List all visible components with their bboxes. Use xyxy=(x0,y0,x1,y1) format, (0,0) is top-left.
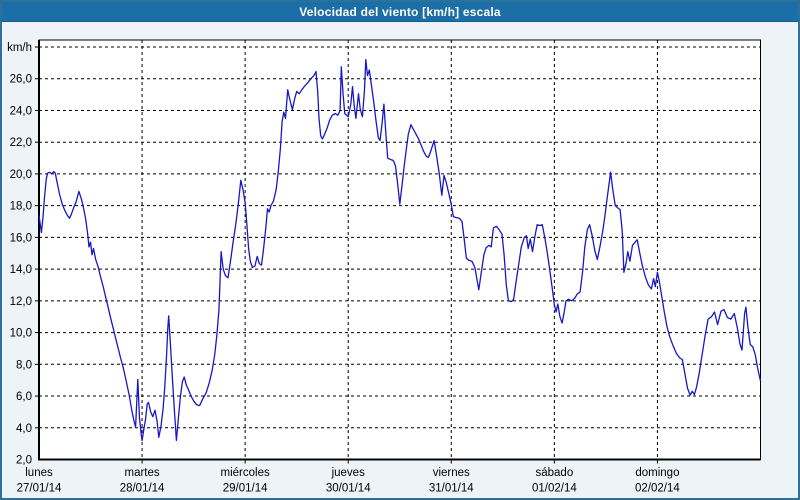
y-tick-label: 18,0 xyxy=(10,201,32,213)
y-tick-label: 2,0 xyxy=(16,455,32,467)
x-date-label: 31/01/14 xyxy=(429,483,474,495)
y-tick-label: 26,0 xyxy=(10,74,32,86)
x-date-label: 28/01/14 xyxy=(120,483,165,495)
chart-title-bar: Velocidad del viento [km/h] escala xyxy=(2,2,798,22)
chart-title: Velocidad del viento [km/h] escala xyxy=(299,5,501,19)
y-tick-label: 8,0 xyxy=(16,359,32,371)
x-day-label: sábado xyxy=(535,467,573,479)
y-tick-label: 20,0 xyxy=(10,169,32,181)
y-tick-label: 6,0 xyxy=(16,391,32,403)
y-axis-unit-label: km/h xyxy=(7,42,32,54)
x-day-label: lunes xyxy=(25,467,53,479)
x-date-label: 02/02/14 xyxy=(635,483,680,495)
y-tick-label: 24,0 xyxy=(10,105,32,117)
y-tick-label: 22,0 xyxy=(10,137,32,149)
y-tick-label: 16,0 xyxy=(10,232,32,244)
x-date-label: 29/01/14 xyxy=(223,483,268,495)
y-axis-labels: 2,0 4,0 6,0 8,0 10,0 12,0 14,0 16,0 18,0 20,0 22,0… xyxy=(7,42,32,467)
plot-background xyxy=(39,40,761,460)
wind-speed-line-chart: 2,0 4,0 6,0 8,0 10,0 12,0 14,0 16,0 18,0 20,0 22,0… xyxy=(7,39,762,495)
gridlines xyxy=(39,40,761,460)
x-day-label: domingo xyxy=(635,467,679,479)
y-tick-label: 4,0 xyxy=(16,423,32,435)
y-tick-label: 10,0 xyxy=(10,328,32,340)
x-day-label: viernes xyxy=(433,467,470,479)
y-tick-label: 12,0 xyxy=(10,296,32,308)
x-date-label: 30/01/14 xyxy=(326,483,371,495)
x-date-label: 01/02/14 xyxy=(532,483,577,495)
x-day-label: martes xyxy=(124,467,159,479)
x-date-label: 27/01/14 xyxy=(17,483,62,495)
y-tick-label: 14,0 xyxy=(10,264,32,276)
wind-speed-line xyxy=(38,59,762,442)
axis-ticks xyxy=(35,46,658,464)
x-axis-labels: lunes 27/01/14 martes 28/01/14 miércoles 29/0… xyxy=(17,467,681,495)
chart-area: 2,0 4,0 6,0 8,0 10,0 12,0 14,0 16,0 18,0 20,0 22,0… xyxy=(2,22,798,497)
x-day-label: miércoles xyxy=(221,467,270,479)
x-day-label: jueves xyxy=(331,467,365,479)
